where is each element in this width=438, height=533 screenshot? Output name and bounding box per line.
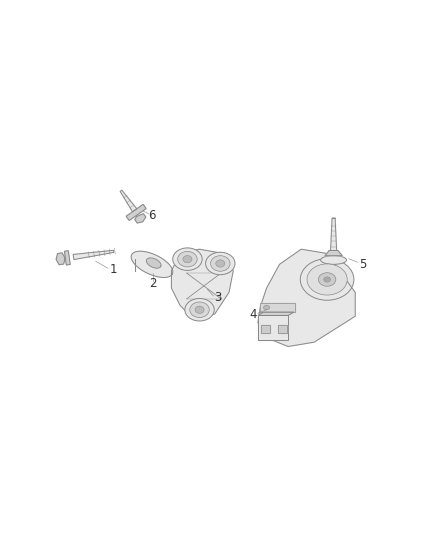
Ellipse shape xyxy=(264,305,270,310)
Polygon shape xyxy=(258,312,294,316)
Text: 3: 3 xyxy=(214,291,221,304)
Polygon shape xyxy=(261,325,270,333)
Ellipse shape xyxy=(324,277,330,282)
Ellipse shape xyxy=(178,252,197,267)
Ellipse shape xyxy=(318,273,336,286)
Polygon shape xyxy=(126,204,146,221)
Ellipse shape xyxy=(211,256,230,271)
Ellipse shape xyxy=(307,264,347,295)
Ellipse shape xyxy=(300,259,354,300)
Polygon shape xyxy=(258,316,288,341)
Ellipse shape xyxy=(216,260,225,267)
Text: 4: 4 xyxy=(249,309,257,321)
Polygon shape xyxy=(331,218,337,251)
Polygon shape xyxy=(135,214,146,223)
Ellipse shape xyxy=(321,256,346,264)
Polygon shape xyxy=(325,251,342,256)
Text: 2: 2 xyxy=(149,277,157,290)
Polygon shape xyxy=(171,249,233,318)
Polygon shape xyxy=(258,249,355,346)
Text: 6: 6 xyxy=(148,209,156,222)
Text: 5: 5 xyxy=(359,258,366,271)
Ellipse shape xyxy=(183,255,192,263)
Ellipse shape xyxy=(190,302,209,318)
Polygon shape xyxy=(278,325,287,333)
Polygon shape xyxy=(260,303,295,312)
Ellipse shape xyxy=(205,252,235,274)
Text: 1: 1 xyxy=(110,263,117,277)
Polygon shape xyxy=(131,251,173,278)
Polygon shape xyxy=(146,258,161,268)
Ellipse shape xyxy=(173,248,202,270)
Ellipse shape xyxy=(185,298,214,321)
Ellipse shape xyxy=(195,306,204,313)
Polygon shape xyxy=(120,190,137,212)
Polygon shape xyxy=(64,251,70,265)
Polygon shape xyxy=(73,251,114,260)
Polygon shape xyxy=(56,253,65,265)
